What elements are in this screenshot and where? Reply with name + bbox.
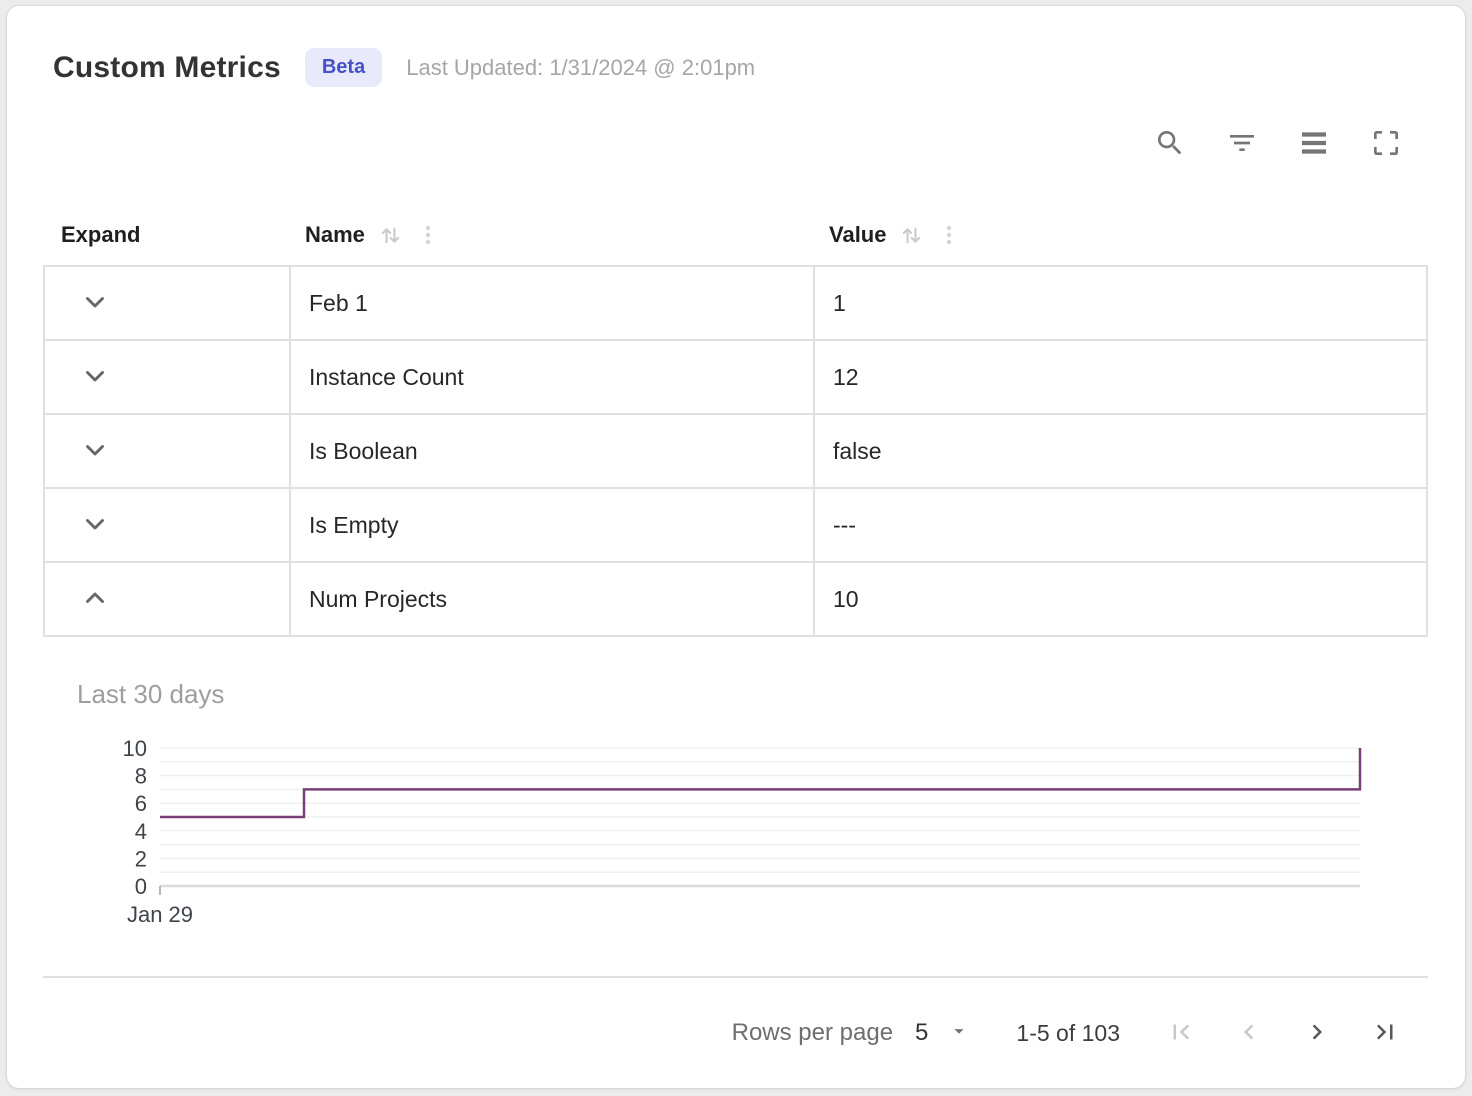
pager-buttons	[1160, 1012, 1406, 1054]
chart-title: Last 30 days	[77, 679, 225, 709]
search-icon	[1154, 127, 1186, 162]
custom-metrics-card: Custom Metrics Beta Last Updated: 1/31/2…	[7, 6, 1465, 1088]
expand-toggle-button[interactable]	[77, 433, 113, 469]
table-row: Is Boolean false	[45, 415, 1426, 489]
column-header-value[interactable]: Value	[811, 222, 1428, 249]
svg-text:8: 8	[135, 764, 147, 789]
density-icon	[1298, 127, 1330, 162]
column-header-name-label: Name	[305, 222, 365, 247]
chevron-up-icon	[80, 583, 110, 616]
metric-value: 10	[833, 585, 859, 612]
expand-toggle-button[interactable]	[77, 285, 113, 321]
table-header-row: Expand Name Value	[43, 205, 1428, 265]
column-header-value-label: Value	[829, 222, 887, 247]
last-page-button[interactable]	[1364, 1012, 1406, 1054]
rows-per-page-label: Rows per page	[731, 1019, 894, 1046]
last-updated-text: Last Updated: 1/31/2024 @ 2:01pm	[406, 54, 756, 80]
metric-name: Feb 1	[309, 289, 368, 316]
grid-toolbar	[7, 127, 1465, 161]
expand-toggle-button[interactable]	[77, 581, 113, 617]
svg-text:4: 4	[135, 819, 147, 844]
card-header: Custom Metrics Beta Last Updated: 1/31/2…	[7, 6, 1465, 87]
column-header-name[interactable]: Name	[287, 222, 811, 249]
metric-name: Is Boolean	[309, 437, 418, 464]
fullscreen-button[interactable]	[1369, 127, 1403, 161]
metric-name: Instance Count	[309, 363, 464, 390]
previous-page-button[interactable]	[1228, 1012, 1270, 1054]
column-header-expand: Expand	[43, 222, 287, 248]
table-row: Feb 1 1	[45, 267, 1426, 341]
search-button[interactable]	[1153, 127, 1187, 161]
metrics-table: Expand Name Value Feb 1 1	[43, 205, 1428, 637]
svg-text:10: 10	[123, 736, 147, 761]
expand-toggle-button[interactable]	[77, 507, 113, 543]
expanded-detail-panel: Last 30 days 0 2 4 6 8 10 Jan 29	[7, 679, 1465, 932]
next-page-button[interactable]	[1296, 1012, 1338, 1054]
filter-button[interactable]	[1225, 127, 1259, 161]
page-title: Custom Metrics	[53, 50, 281, 84]
sort-icon[interactable]	[377, 222, 404, 249]
chevron-down-icon	[80, 361, 110, 394]
chevron-down-icon	[80, 287, 110, 320]
sort-icon[interactable]	[898, 222, 925, 249]
filter-icon	[1226, 127, 1258, 162]
first-page-icon	[1166, 1017, 1196, 1050]
svg-text:Jan 29: Jan 29	[127, 902, 193, 927]
fullscreen-icon	[1370, 127, 1402, 162]
metric-name: Num Projects	[309, 585, 448, 612]
pagination-footer: Rows per page 5 1-5 of 103	[43, 976, 1428, 1088]
chevron-down-icon	[80, 509, 110, 542]
metric-value: 1	[833, 289, 846, 316]
pagination-range-label: 1-5 of 103	[1016, 1019, 1120, 1046]
table-row: Is Empty ---	[45, 489, 1426, 563]
column-menu-icon[interactable]	[416, 223, 440, 247]
table-row: Instance Count 12	[45, 341, 1426, 415]
svg-text:0: 0	[135, 874, 147, 899]
metric-chart: 0 24 68 10 Jan 29	[123, 736, 1362, 927]
metric-value: ---	[833, 511, 856, 538]
chevron-right-icon	[1302, 1017, 1332, 1050]
column-header-expand-label: Expand	[61, 222, 141, 247]
metric-name: Is Empty	[309, 511, 399, 538]
chevron-down-icon	[948, 1020, 970, 1047]
chevron-down-icon	[80, 435, 110, 468]
svg-text:6: 6	[135, 791, 147, 816]
table-body: Feb 1 1 Instance Count 12 Is Boolean fal…	[43, 265, 1428, 637]
chevron-left-icon	[1234, 1017, 1264, 1050]
beta-badge: Beta	[304, 48, 383, 87]
rows-per-page-value: 5	[915, 1019, 929, 1046]
last-page-icon	[1370, 1017, 1400, 1050]
density-button[interactable]	[1297, 127, 1331, 161]
first-page-button[interactable]	[1160, 1012, 1202, 1054]
expand-toggle-button[interactable]	[77, 359, 113, 395]
rows-per-page-select[interactable]: 5	[915, 1019, 970, 1047]
column-menu-icon[interactable]	[937, 223, 961, 247]
metric-value: false	[833, 437, 882, 464]
svg-text:2: 2	[135, 846, 147, 871]
table-row: Num Projects 10	[45, 563, 1426, 637]
metric-value: 12	[833, 363, 859, 390]
